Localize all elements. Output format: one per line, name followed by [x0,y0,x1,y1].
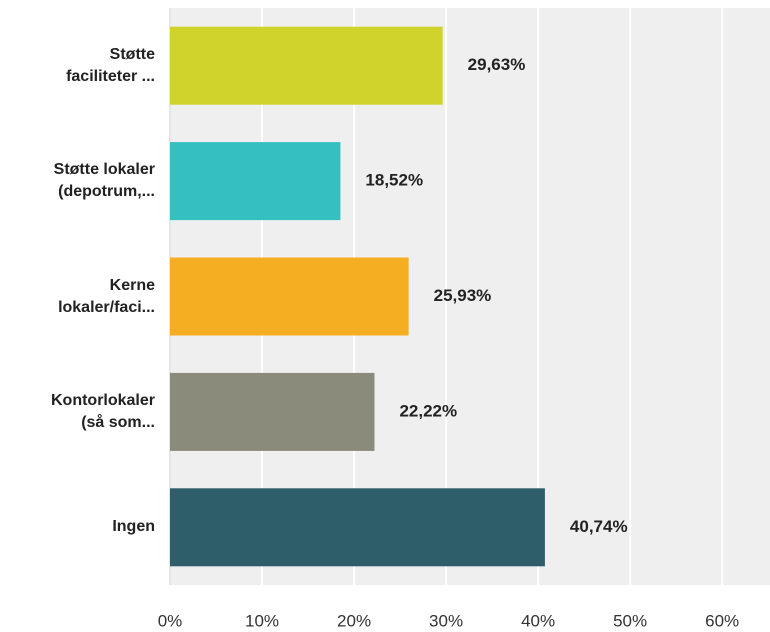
x-tick-label: 40% [521,611,555,630]
bar [170,372,375,451]
x-tick-label: 0% [158,611,183,630]
value-label: 18,52% [365,171,423,190]
x-tick-label: 60% [705,611,739,630]
bar [170,142,341,221]
category-label: Kontorlokaler (så som... [50,391,155,431]
category-label: Støtte faciliteter ... [66,45,155,85]
value-label: 22,22% [399,401,457,420]
x-tick-label: 10% [245,611,279,630]
value-label: 40,74% [570,517,628,536]
bar [170,488,545,567]
bar [170,257,409,336]
bar [170,26,443,105]
category-label: Støtte lokaler (depotrum,... [53,161,155,201]
category-label: Ingen [112,518,155,536]
value-label: 25,93% [434,286,492,305]
x-tick-label: 30% [429,611,463,630]
x-tick-label: 20% [337,611,371,630]
value-label: 29,63% [468,55,526,74]
x-tick-label: 50% [613,611,647,630]
category-label: Kerne lokaler/faci... [58,276,155,316]
